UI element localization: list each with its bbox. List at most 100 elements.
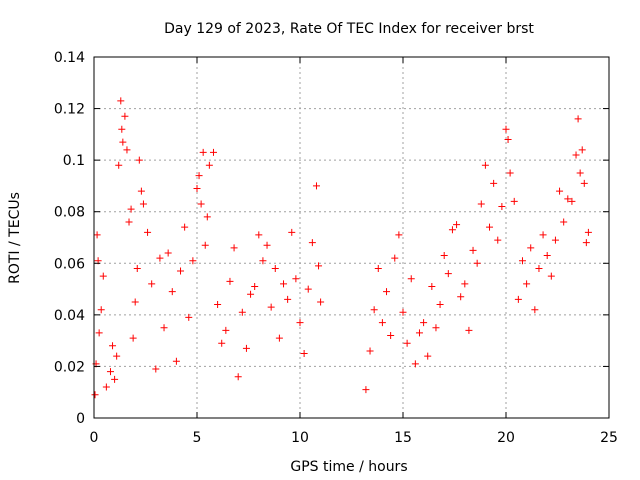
data-point: [494, 236, 502, 244]
data-point: [556, 187, 564, 195]
data-point: [420, 319, 428, 327]
data-point: [366, 347, 374, 355]
data-point: [199, 148, 207, 156]
y-tick-label: 0.08: [54, 205, 85, 221]
data-point: [160, 324, 168, 332]
data-point: [506, 169, 514, 177]
data-point: [214, 301, 222, 309]
data-point: [440, 252, 448, 260]
data-point: [514, 295, 522, 303]
data-point: [304, 285, 312, 293]
data-point: [99, 272, 107, 280]
data-point: [93, 231, 101, 239]
data-point: [131, 298, 139, 306]
data-point: [113, 352, 121, 360]
data-point: [362, 386, 370, 394]
data-point: [296, 319, 304, 327]
data-point: [531, 306, 539, 314]
data-point: [209, 148, 217, 156]
data-point: [234, 373, 242, 381]
data-point: [137, 187, 145, 195]
data-point: [127, 205, 135, 213]
data-point: [391, 254, 399, 262]
data-point: [527, 244, 535, 252]
data-point: [222, 326, 230, 334]
data-point: [510, 197, 518, 205]
data-point: [370, 306, 378, 314]
y-tick-label: 0: [76, 411, 85, 427]
data-point: [109, 342, 117, 350]
y-axis-title: ROTI / TECUs: [7, 192, 23, 284]
y-tick-label: 0.06: [54, 256, 85, 272]
data-point: [148, 280, 156, 288]
data-point: [582, 239, 590, 247]
data-point: [168, 288, 176, 296]
data-point: [576, 169, 584, 177]
data-point: [444, 270, 452, 278]
data-point: [133, 264, 141, 272]
data-point: [193, 185, 201, 193]
data-point: [300, 350, 308, 358]
data-point: [280, 280, 288, 288]
x-tick-label: 20: [497, 430, 515, 446]
data-point: [473, 259, 481, 267]
data-point: [177, 267, 185, 275]
data-point: [95, 329, 103, 337]
data-point: [121, 112, 129, 120]
data-point: [539, 231, 547, 239]
data-point: [185, 313, 193, 321]
data-point: [399, 308, 407, 316]
data-point: [172, 357, 180, 365]
data-point: [123, 146, 131, 154]
data-point: [469, 246, 477, 254]
data-point: [292, 275, 300, 283]
data-point: [275, 334, 283, 342]
data-point: [139, 200, 147, 208]
data-point: [490, 179, 498, 187]
data-point: [117, 97, 125, 105]
data-point: [312, 182, 320, 190]
data-point: [197, 200, 205, 208]
data-point: [518, 257, 526, 265]
data-point: [152, 365, 160, 373]
x-tick-label: 5: [193, 430, 202, 446]
data-point: [242, 344, 250, 352]
data-point: [119, 138, 127, 146]
data-point: [230, 244, 238, 252]
chart-title: Day 129 of 2023, Rate Of TEC Index for r…: [164, 21, 534, 37]
data-point: [436, 301, 444, 309]
data-point: [568, 197, 576, 205]
y-tick-label: 0.04: [54, 308, 85, 324]
data-point: [486, 223, 494, 231]
data-point: [424, 352, 432, 360]
data-point: [523, 280, 531, 288]
data-point: [102, 383, 110, 391]
data-point: [263, 241, 271, 249]
data-point: [383, 288, 391, 296]
data-point: [461, 280, 469, 288]
data-point: [238, 308, 246, 316]
y-tick-label: 0.14: [54, 50, 85, 66]
data-point: [203, 213, 211, 221]
data-point: [580, 179, 588, 187]
data-point: [477, 200, 485, 208]
data-point: [129, 334, 137, 342]
data-point: [205, 161, 213, 169]
data-point: [448, 226, 456, 234]
data-point: [118, 125, 126, 133]
grid-lines: [94, 57, 609, 418]
data-point: [411, 360, 419, 368]
data-point: [578, 146, 586, 154]
data-point: [247, 290, 255, 298]
data-point: [428, 282, 436, 290]
data-point: [218, 339, 226, 347]
data-point: [189, 257, 197, 265]
data-point: [315, 262, 323, 270]
data-point: [226, 277, 234, 285]
data-point: [395, 231, 403, 239]
y-tick-label: 0.12: [54, 102, 85, 118]
data-point: [457, 293, 465, 301]
data-point: [181, 223, 189, 231]
data-point: [502, 125, 510, 133]
